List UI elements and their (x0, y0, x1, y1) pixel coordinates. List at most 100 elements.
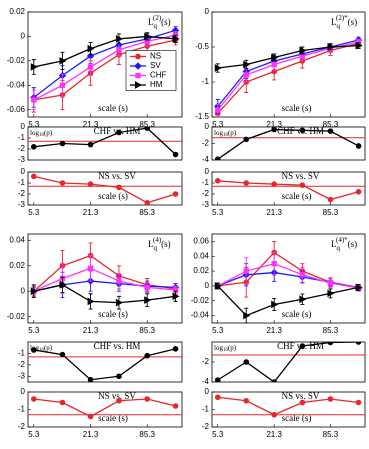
marker (214, 377, 221, 382)
marker (59, 399, 66, 406)
y-tick-label: -2 (18, 144, 26, 153)
y-tick-label: -1 (202, 77, 210, 86)
marker (327, 128, 334, 134)
y-tick-label: -1 (18, 178, 26, 187)
y-tick-label: -2 (18, 422, 26, 431)
marker (271, 379, 277, 382)
marker (116, 397, 122, 404)
ylabel-sub: 10 (223, 133, 229, 138)
series-line (217, 42, 359, 114)
y-tick-label: -2 (18, 189, 26, 198)
panel: 0 -1 -2 -35.3 21.3 85.3 scale (s) NS vs. SV (18, 167, 183, 217)
marker (327, 396, 334, 402)
marker (355, 41, 363, 50)
x-tick-label: 21.3 (266, 430, 282, 439)
series-line (217, 285, 359, 317)
marker (355, 283, 363, 292)
y-tick-label: -0.02 (7, 56, 26, 65)
x-tick-label: 21.3 (266, 326, 282, 335)
marker (31, 97, 37, 103)
legend-marker (135, 81, 143, 89)
title-sup: (4)* (336, 236, 348, 244)
y-axis-label: log10(p) (30, 129, 53, 139)
marker (87, 376, 94, 382)
series-line (217, 41, 359, 111)
y-tick-label: -4 (202, 377, 210, 386)
title-sup: (2) (153, 14, 162, 22)
marker (355, 342, 362, 345)
marker (59, 351, 66, 358)
marker (172, 403, 179, 409)
x-tick-label: 85.3 (323, 430, 339, 439)
x-tick-label: 21.3 (83, 120, 99, 129)
y-tick-label: -0.5 (195, 42, 209, 51)
marker (243, 359, 250, 365)
marker (271, 61, 277, 68)
marker (87, 141, 94, 148)
title-base: L (148, 17, 154, 27)
marker (144, 296, 152, 304)
ylabel-base: log (214, 129, 223, 137)
series-line (217, 180, 359, 201)
y-tick-label: -1 (202, 178, 210, 187)
marker (172, 346, 179, 352)
y-tick-label: -1 (18, 405, 26, 414)
plot-frame (27, 126, 183, 161)
x-axis-label: scale (s) (98, 103, 128, 113)
ylabel-base: log (214, 344, 223, 352)
plot-frame (27, 11, 183, 118)
title-base: L (148, 239, 154, 249)
title-sub: q (154, 244, 158, 252)
marker (116, 278, 122, 284)
marker (30, 396, 37, 402)
x-tick-label: 21.3 (83, 326, 99, 335)
x-tick-label: 21.3 (266, 120, 282, 129)
y-axis-label: log10(p) (214, 344, 237, 354)
marker (214, 394, 221, 401)
y-tick-label: -2 (202, 422, 210, 431)
y-tick-label: 0 (21, 122, 26, 131)
panel-annotation: CHF vs. HM (94, 341, 141, 351)
x-axis-label: scale (s) (282, 103, 312, 113)
panel: 0 -0.5 -1 -1.55.3 21.3 85.3 scale (s) Lq(2)*(s) (195, 7, 366, 129)
legend-marker (134, 62, 142, 70)
y-tick-label: 0.04 (193, 251, 209, 260)
marker (172, 151, 179, 158)
x-tick-label: 85.3 (139, 120, 155, 129)
x-tick-label: 21.3 (83, 430, 99, 439)
marker (355, 399, 362, 406)
y-axis-label: log10(p) (214, 129, 237, 139)
marker (299, 127, 306, 134)
legend-marker (135, 72, 141, 79)
x-tick-label: 85.3 (323, 208, 339, 217)
y-tick-label: 0 (21, 286, 26, 295)
panel-annotation: NS vs. SV (98, 171, 136, 181)
marker (30, 63, 38, 71)
marker (271, 53, 279, 62)
legend-label: CHF (150, 71, 167, 80)
title-sup: (4) (153, 236, 162, 244)
marker (299, 295, 307, 304)
plot-frame (27, 233, 183, 324)
x-tick-label: 5.3 (212, 208, 224, 217)
marker (214, 64, 222, 72)
marker (144, 396, 151, 402)
marker (355, 189, 362, 195)
title-arg: (s) (348, 17, 358, 27)
marker (144, 127, 151, 131)
panel: 0 -1 -25.3 21.3 85.3 scale (s) NS vs. SV (202, 387, 366, 439)
plot-frame (27, 341, 183, 383)
marker (172, 292, 180, 301)
marker (243, 72, 249, 78)
y-tick-label: -0.02 (7, 312, 26, 321)
panel: 0.04 0.02 0 -0.025.3 21.3 85.3 scale (s) Lq(4)(… (7, 233, 183, 335)
marker (115, 298, 124, 307)
marker (243, 268, 249, 274)
y-tick-label: 0 (205, 281, 210, 290)
marker (115, 35, 124, 43)
marker (299, 182, 306, 188)
ylabel-arg: (p) (44, 129, 53, 137)
y-tick-label: 0.02 (193, 266, 209, 275)
